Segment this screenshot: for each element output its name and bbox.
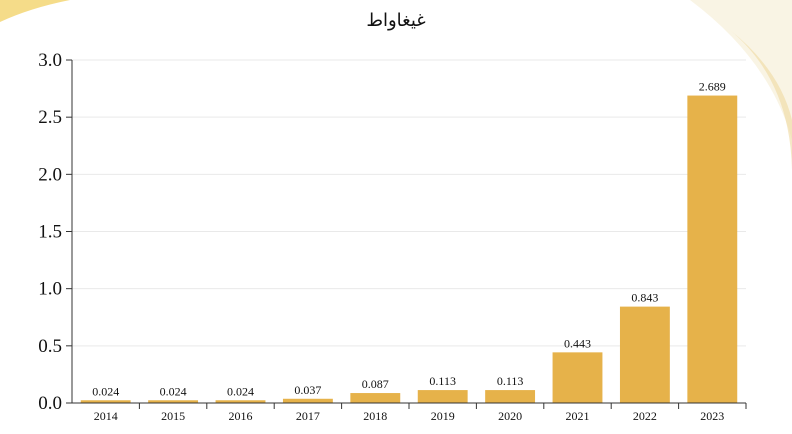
chart-title: غيغاواط <box>366 10 426 31</box>
bar <box>687 95 738 403</box>
bar <box>282 398 333 403</box>
bar <box>350 393 401 403</box>
bar <box>215 400 266 403</box>
bar <box>485 390 536 403</box>
x-tick-label: 2020 <box>498 409 522 423</box>
x-tick-label: 2019 <box>431 409 455 423</box>
x-tick-label: 2022 <box>633 409 657 423</box>
data-label: 0.037 <box>294 383 321 397</box>
axes <box>66 59 747 409</box>
x-tick-label: 2016 <box>229 409 253 423</box>
data-labels: 0.024 0.024 0.024 0.037 0.087 0.113 0.113 0.443… <box>92 80 726 399</box>
data-label: 0.113 <box>429 374 456 388</box>
data-label: 0.443 <box>564 336 591 350</box>
data-label: 0.087 <box>362 377 389 391</box>
bar <box>619 306 670 403</box>
bar <box>80 400 131 403</box>
data-label: 0.113 <box>497 374 524 388</box>
y-tick-label: 0.5 <box>38 336 62 357</box>
x-tick-label: 2023 <box>700 409 724 423</box>
y-tick-label: 3.0 <box>38 50 62 71</box>
data-label: 0.843 <box>631 291 658 305</box>
y-tick-label: 1.0 <box>38 279 62 300</box>
data-label: 0.024 <box>227 384 254 398</box>
x-tick-label: 2015 <box>161 409 185 423</box>
x-tick-label: 2018 <box>363 409 387 423</box>
bar <box>552 352 603 403</box>
y-tick-label: 1.5 <box>38 222 62 243</box>
x-tick-label: 2014 <box>94 409 118 423</box>
x-tick-label: 2021 <box>566 409 590 423</box>
gridlines <box>72 59 746 347</box>
data-label: 0.024 <box>160 384 187 398</box>
bar <box>417 390 468 403</box>
bar <box>148 400 199 403</box>
y-tick-label: 0.0 <box>38 393 62 414</box>
y-tick-label: 2.5 <box>38 107 62 128</box>
y-tick-label: 2.0 <box>38 164 62 185</box>
y-tick-labels: 0.0 0.5 1.0 1.5 2.0 2.5 3.0 <box>38 50 62 414</box>
data-label: 2.689 <box>699 80 726 94</box>
bars <box>80 95 738 403</box>
x-tick-labels: 2014 2015 2016 2017 2018 2019 2020 2021 2022 2023 <box>94 409 725 423</box>
data-label: 0.024 <box>92 384 119 398</box>
x-tick-label: 2017 <box>296 409 320 423</box>
